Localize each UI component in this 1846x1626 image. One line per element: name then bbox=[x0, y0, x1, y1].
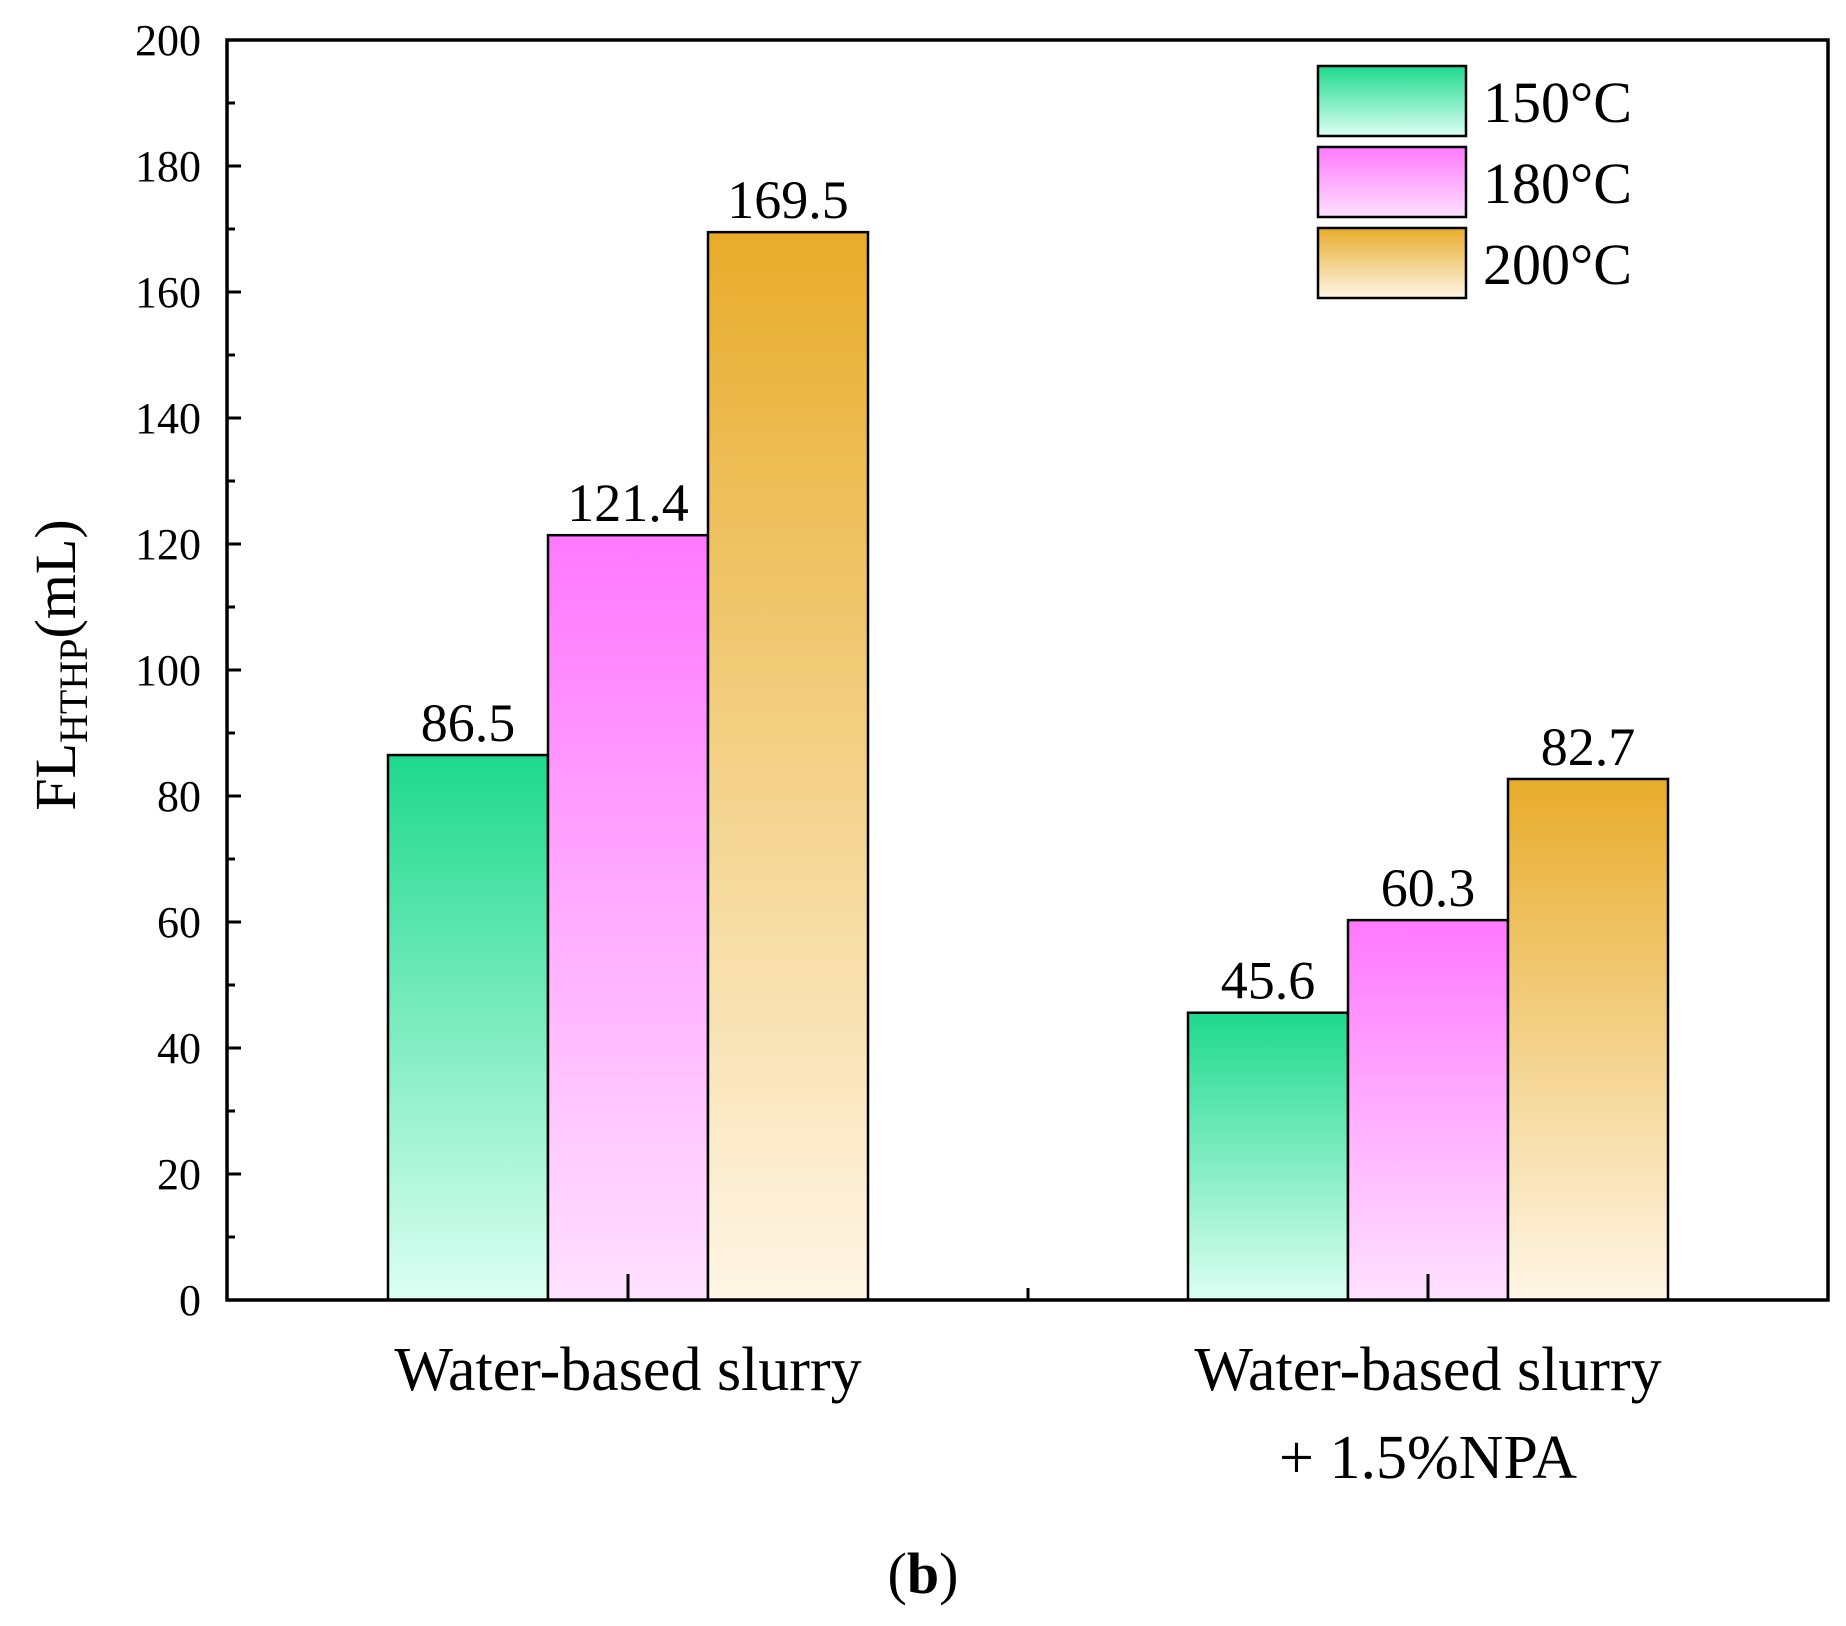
legend-label-150-c: 150°C bbox=[1483, 70, 1632, 135]
data-label-180-c-cat2: 60.3 bbox=[1381, 858, 1476, 918]
y-tick-label: 160 bbox=[135, 268, 201, 317]
x-category-label: Water-based slurry bbox=[1194, 1336, 1661, 1404]
legend-label-180-c: 180°C bbox=[1483, 151, 1632, 216]
y-axis-title-subscript: HTHP bbox=[51, 639, 96, 743]
y-axis-title: FLHTHP(mL) bbox=[23, 519, 96, 810]
y-tick-label: 120 bbox=[135, 520, 201, 569]
bar-200-c-cat2 bbox=[1506, 777, 1670, 1302]
legend-label-200-c: 200°C bbox=[1483, 232, 1632, 297]
panel-label: (b) bbox=[888, 1541, 959, 1606]
data-label-200-c-cat2: 82.7 bbox=[1541, 717, 1636, 777]
legend-swatch-180-c bbox=[1316, 145, 1468, 219]
y-axis-title-unit: (mL) bbox=[23, 519, 88, 638]
bar-180-c-cat2 bbox=[1346, 918, 1510, 1302]
bar-180-c-cat1 bbox=[546, 533, 710, 1302]
bar-200-c-cat1 bbox=[706, 230, 870, 1302]
y-tick-label: 200 bbox=[135, 16, 201, 65]
legend-swatch-150-c bbox=[1316, 64, 1468, 138]
bar-150-c-cat2 bbox=[1186, 1011, 1350, 1302]
y-tick-label: 20 bbox=[157, 1150, 201, 1199]
data-label-180-c-cat1: 121.4 bbox=[567, 473, 689, 533]
plot-frame bbox=[225, 38, 1830, 1302]
y-tick-label: 80 bbox=[157, 772, 201, 821]
y-tick-label: 0 bbox=[179, 1276, 201, 1325]
y-tick-label: 180 bbox=[135, 142, 201, 191]
panel-label-open: ( bbox=[888, 1541, 907, 1606]
panel-label-letter: b bbox=[907, 1541, 939, 1606]
y-tick-label: 100 bbox=[135, 646, 201, 695]
legend-swatch-200-c bbox=[1316, 226, 1468, 300]
x-category-label: + 1.5%NPA bbox=[1279, 1424, 1577, 1492]
y-tick-label: 60 bbox=[157, 898, 201, 947]
y-axis-title-main: FL bbox=[23, 743, 88, 811]
data-label-200-c-cat1: 169.5 bbox=[727, 170, 849, 230]
data-label-150-c-cat2: 45.6 bbox=[1221, 951, 1316, 1011]
x-category-label: Water-based slurry bbox=[394, 1336, 861, 1404]
data-label-150-c-cat1: 86.5 bbox=[421, 693, 516, 753]
y-tick-label: 40 bbox=[157, 1024, 201, 1073]
y-tick-label: 140 bbox=[135, 394, 201, 443]
panel-label-close: ) bbox=[939, 1541, 958, 1606]
bar-150-c-cat1 bbox=[386, 753, 550, 1302]
